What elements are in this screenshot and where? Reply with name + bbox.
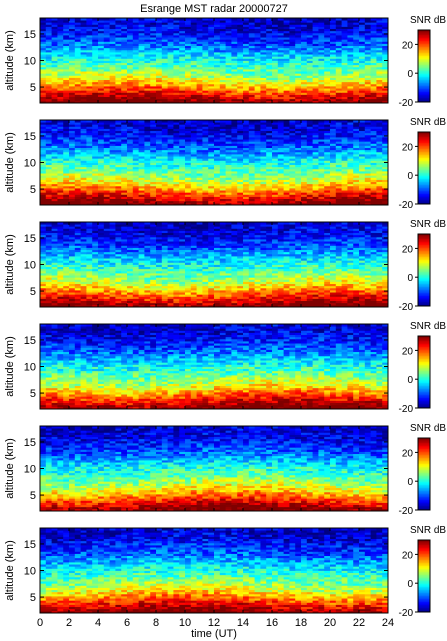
chart-title: Esrange MST radar 20000727 — [140, 3, 288, 15]
y-tick-label: 5 — [30, 184, 36, 196]
colorbar-tick-label: 0 — [407, 69, 413, 80]
colorbar-label: SNR dB — [410, 117, 446, 128]
y-axis-label: altitude (km) — [4, 30, 16, 91]
y-tick-label: 10 — [24, 56, 36, 68]
colorbar-tick-label: -20 — [399, 200, 414, 211]
panel-3: 51015altitude (km)-20020SNR dB — [4, 219, 446, 313]
colorbar: -20 0 20 SNR dB — [399, 117, 447, 211]
colorbar-tick-label: 20 — [402, 142, 414, 153]
y-tick-label: 10 — [24, 158, 36, 170]
colorbar: -20 0 20 SNR dB — [399, 15, 447, 109]
y-tick-label: 15 — [24, 29, 36, 41]
colorbar-tick-label: 0 — [407, 171, 413, 182]
y-axis-label: altitude (km) — [4, 132, 16, 193]
panel-2: 5 10 15 altitude (km) -20 0 20 SNR dB — [4, 117, 446, 211]
y-tick-label: 15 — [24, 131, 36, 143]
panel-1: 5 10 15 altitude (km) -20 0 20 SNR dB — [4, 15, 446, 109]
panels-group: 5 10 15 altitude (km) -20 0 20 SNR dB 5 10 15 altit… — [4, 15, 446, 629]
colorbar-tick-label: -20 — [399, 98, 414, 109]
colorbar-tick-label: 20 — [402, 40, 414, 51]
y-tick-label: 5 — [30, 82, 36, 94]
colorbar-label: SNR dB — [410, 15, 446, 26]
